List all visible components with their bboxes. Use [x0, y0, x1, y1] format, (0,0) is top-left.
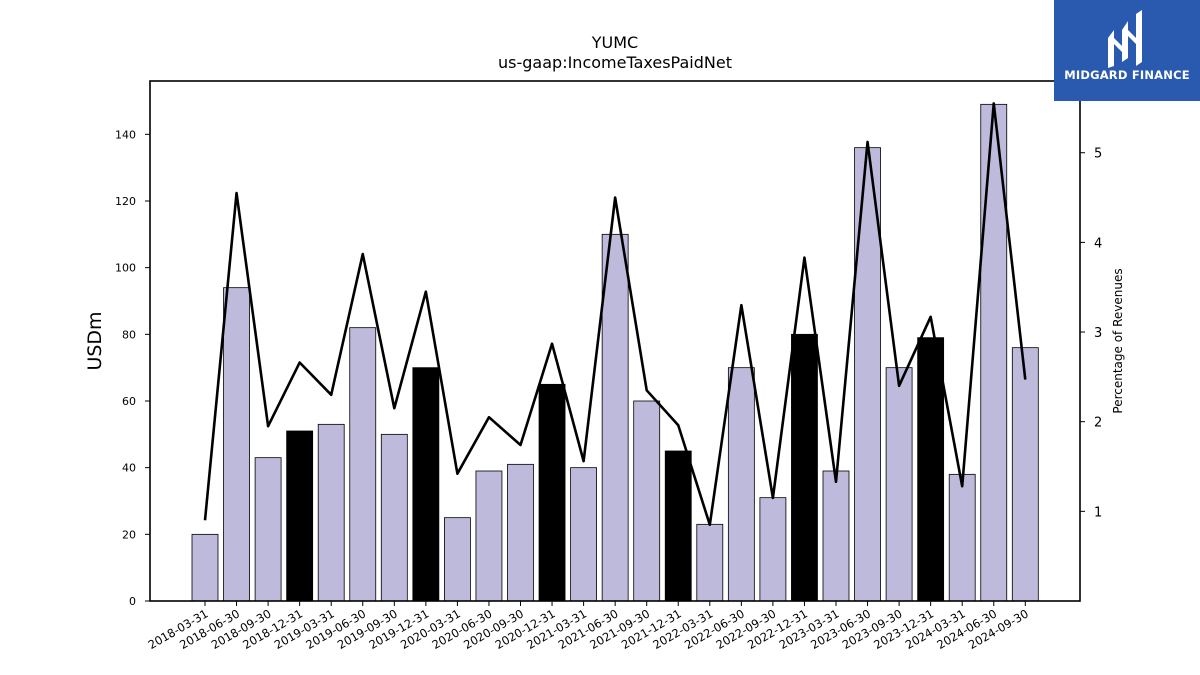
left-axis-label: USDm — [84, 311, 106, 370]
logo-text: MIDGARD FINANCE — [1064, 68, 1190, 82]
right-tick-label: 5 — [1094, 147, 1102, 162]
bar-2019-06-30 — [349, 327, 377, 602]
bar-2019-12-31 — [412, 367, 440, 602]
bar-2019-03-31 — [317, 423, 345, 602]
bar-2022-09-30 — [759, 497, 787, 602]
bar-2022-12-31 — [791, 333, 818, 602]
brand-logo: MIDGARD FINANCE — [1054, 0, 1200, 101]
right-tick-label: 4 — [1094, 236, 1102, 251]
bar-2020-06-30 — [475, 470, 503, 602]
right-axis-label: Percentage of Revenues — [1111, 268, 1125, 413]
left-tick-label: 20 — [122, 528, 136, 541]
left-axis-ticks: 0 20 40 60 80 100 120 140 — [115, 128, 150, 608]
bar-2022-06-30 — [727, 367, 755, 602]
left-tick-label: 0 — [129, 595, 136, 608]
left-tick-label: 40 — [122, 462, 136, 475]
percentage-line — [203, 102, 1027, 527]
bar-series — [191, 103, 1039, 602]
bar-2023-03-31 — [822, 470, 850, 602]
bar-2020-03-31 — [443, 517, 471, 602]
bar-2018-09-30 — [254, 457, 282, 602]
bar-2021-06-30 — [601, 233, 629, 602]
bar-2018-06-30 — [223, 287, 250, 602]
bar-2019-09-30 — [380, 433, 408, 602]
right-tick-label: 2 — [1094, 416, 1102, 431]
right-tick-label: 3 — [1094, 326, 1102, 341]
bar-2018-03-31 — [191, 533, 219, 602]
left-tick-label: 100 — [115, 262, 136, 275]
bar-2020-12-31 — [538, 383, 566, 602]
left-tick-label: 140 — [115, 128, 136, 141]
bar-2018-12-31 — [286, 430, 314, 602]
bar-2023-12-31 — [917, 337, 945, 602]
bar-2021-12-31 — [664, 450, 692, 602]
bar-2024-09-30 — [1011, 347, 1039, 602]
left-tick-label: 80 — [122, 328, 136, 341]
x-axis-ticks: 2018-03-312018-06-302018-09-302018-12-31… — [146, 601, 1031, 652]
bar-2022-03-31 — [696, 523, 724, 602]
right-tick-label: 1 — [1094, 505, 1102, 520]
bar-2020-09-30 — [507, 463, 534, 602]
chart-subtitle: us-gaap:IncomeTaxesPaidNet — [498, 53, 732, 72]
logo-mark-icon — [1108, 10, 1142, 68]
chart-title: YUMC — [591, 33, 638, 52]
right-axis-ticks: 1 2 3 4 5 — [1080, 147, 1102, 520]
bar-2024-03-31 — [948, 473, 976, 602]
left-tick-label: 60 — [122, 395, 136, 408]
bar-2021-09-30 — [633, 400, 661, 602]
bar-2023-09-30 — [885, 367, 913, 602]
left-tick-label: 120 — [115, 195, 136, 208]
bar-2021-03-31 — [570, 467, 597, 602]
